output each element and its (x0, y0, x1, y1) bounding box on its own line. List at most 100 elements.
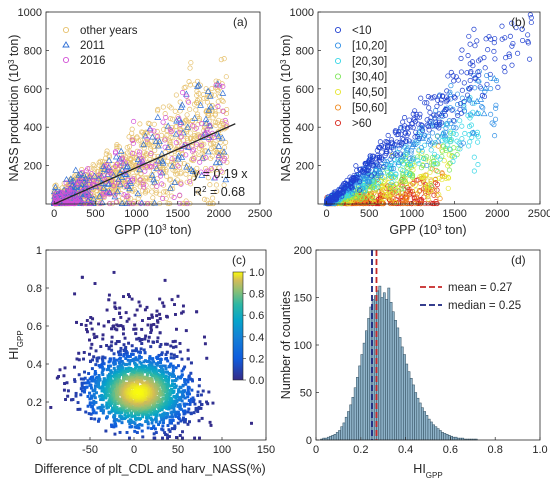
point-other-years (212, 111, 218, 117)
density-point (196, 394, 200, 397)
density-point (143, 351, 147, 355)
point-2016 (119, 157, 125, 163)
density-point (119, 346, 123, 350)
density-point (186, 410, 190, 414)
density-point (119, 414, 123, 418)
density-point (175, 327, 178, 331)
point-group-0 (385, 132, 391, 139)
density-point (168, 415, 172, 419)
density-point (192, 411, 196, 415)
density-point (102, 362, 106, 366)
point-2011 (184, 123, 192, 130)
point-2016 (136, 163, 142, 170)
point-2011 (67, 175, 75, 182)
point-group-1 (482, 88, 488, 94)
y-tick-label: 200 (296, 161, 314, 173)
density-point (160, 427, 164, 431)
point-2016 (88, 171, 95, 177)
point-2016 (131, 118, 137, 125)
density-point (133, 313, 137, 317)
point-2011 (159, 159, 167, 166)
density-point (158, 413, 162, 417)
point-group-0 (482, 65, 488, 71)
density-point (79, 393, 83, 397)
point-other-years (191, 101, 197, 107)
point-2011 (63, 175, 70, 183)
point-group-2 (475, 162, 481, 168)
density-point (200, 403, 203, 407)
density-point (194, 406, 198, 410)
point-2011 (119, 159, 127, 166)
point-other-years (107, 187, 113, 193)
x-tick-label: 500 (86, 208, 104, 220)
point-2016 (120, 155, 126, 161)
point-other-years (132, 189, 138, 195)
point-other-years (183, 171, 189, 177)
density-point (148, 356, 152, 360)
density-point (63, 382, 66, 385)
point-other-years (211, 165, 217, 171)
x-tick-label: 2000 (207, 208, 231, 220)
density-point (91, 317, 95, 321)
point-2011 (122, 163, 130, 171)
point-other-years (173, 171, 179, 177)
point-group-4 (445, 185, 451, 191)
point-other-years (149, 189, 155, 195)
density-point (182, 416, 185, 420)
point-other-years (201, 95, 207, 101)
point-2011 (203, 119, 210, 126)
density-point (127, 341, 131, 345)
density-point (103, 356, 107, 360)
density-point (107, 360, 111, 364)
density-point (112, 270, 116, 274)
density-point (169, 344, 173, 348)
legend-b-marker-1 (334, 42, 342, 49)
point-2016 (204, 129, 210, 135)
point-group-0 (484, 81, 490, 87)
density-point (110, 340, 114, 344)
point-other-years (110, 171, 117, 177)
density-point (73, 292, 77, 296)
point-2016 (70, 181, 76, 187)
point-2016 (66, 187, 73, 193)
density-point (172, 345, 175, 349)
point-other-years (185, 98, 191, 104)
density-point (166, 424, 170, 427)
point-group-0 (451, 78, 457, 84)
point-group-2 (475, 139, 481, 145)
point-2016 (85, 166, 91, 172)
point-group-0 (527, 56, 533, 62)
density-point (155, 325, 159, 329)
point-other-years (97, 158, 103, 164)
point-group-0 (377, 139, 383, 145)
point-other-years (187, 106, 193, 112)
point-2016 (148, 127, 154, 133)
point-2016 (217, 83, 223, 89)
density-point (161, 436, 164, 440)
density-point (189, 371, 193, 375)
density-point (105, 308, 109, 312)
density-point (94, 401, 98, 404)
point-group-1 (492, 133, 498, 139)
density-point (85, 330, 89, 334)
point-other-years (214, 171, 220, 177)
point-other-years (199, 141, 205, 147)
point-2011 (204, 87, 212, 94)
y-tick-label: 800 (296, 45, 314, 57)
point-other-years (208, 155, 214, 162)
point-group-0 (461, 80, 467, 86)
point-group-3 (451, 145, 457, 151)
density-point (150, 315, 154, 319)
point-other-years (223, 139, 229, 145)
point-2016 (167, 126, 173, 132)
density-point (178, 350, 182, 354)
point-group-0 (415, 121, 421, 127)
point-group-0 (426, 105, 432, 111)
point-group-0 (455, 77, 461, 83)
density-point (133, 349, 137, 353)
point-group-0 (509, 62, 515, 68)
point-other-years (196, 91, 202, 97)
point-2016 (154, 183, 160, 189)
point-other-years (140, 129, 146, 135)
point-2016 (207, 122, 213, 128)
